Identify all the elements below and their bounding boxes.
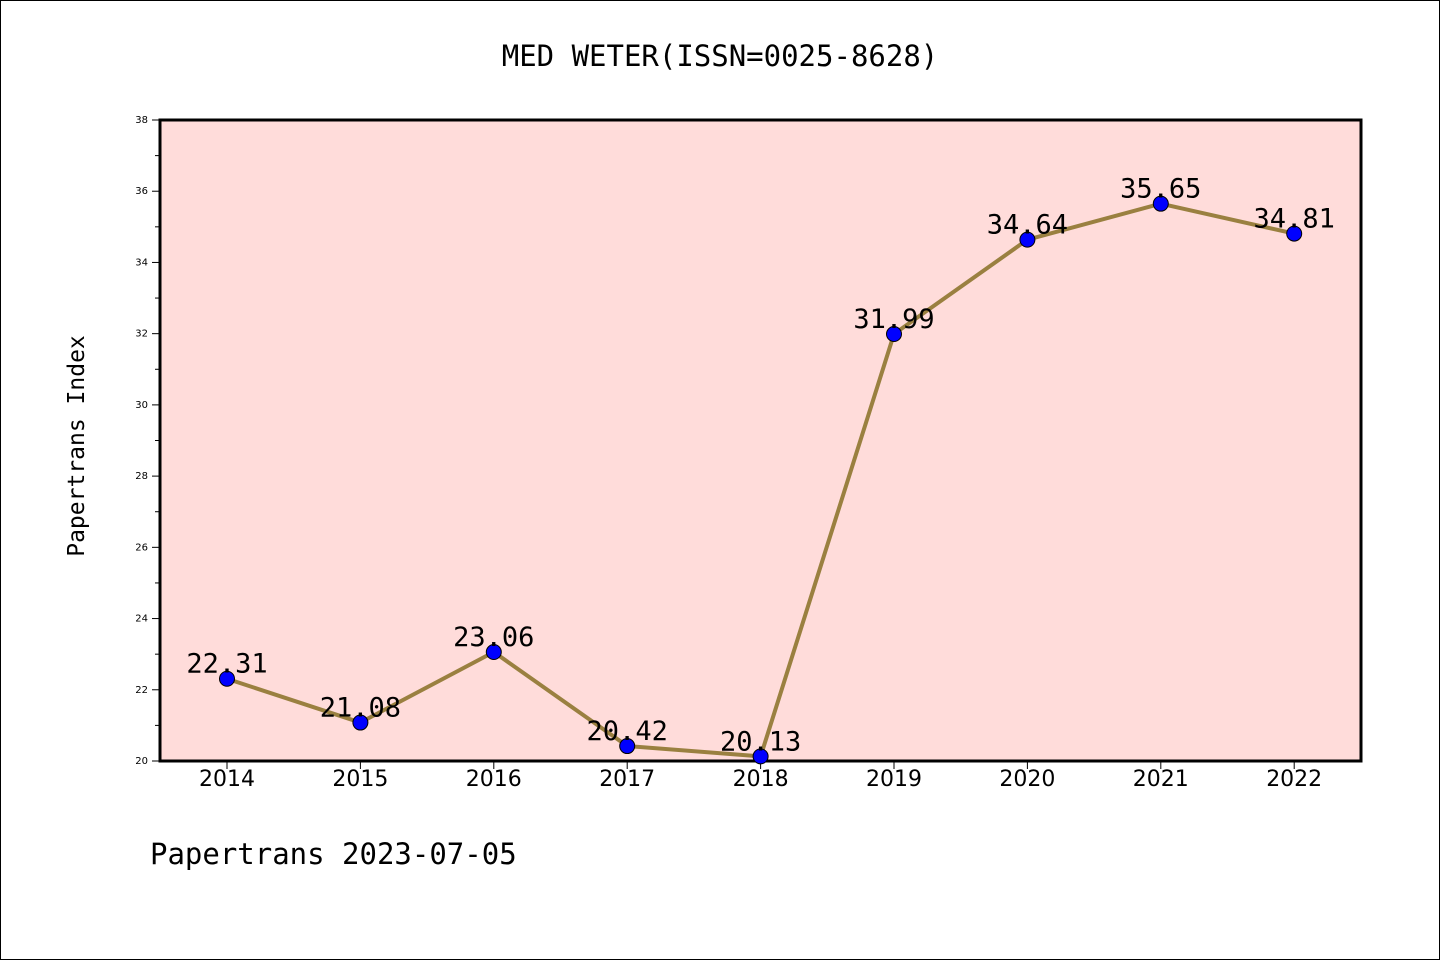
data-label: 31.99	[853, 304, 934, 335]
y-tick-label: 22	[135, 685, 148, 696]
data-point-marker	[1019, 231, 1036, 248]
data-point-marker	[352, 714, 369, 731]
x-tick-label: 2015	[332, 767, 388, 792]
footer-credit: Papertrans 2023-07-05	[150, 837, 517, 871]
x-tick-label: 2022	[1266, 767, 1322, 792]
y-tick-label: 24	[135, 614, 148, 625]
data-label: 20.13	[720, 726, 801, 757]
data-point-marker	[1286, 225, 1303, 242]
data-label: 22.31	[186, 649, 267, 680]
x-tick-label: 2018	[733, 767, 789, 792]
y-axis-label: Papertrans Index	[64, 335, 90, 557]
x-axis: 2014 2015 2016 2017 2018 2019 2020 2021 2022	[199, 761, 1322, 792]
y-tick-label: 28	[135, 471, 148, 482]
x-tick-label: 2020	[999, 767, 1055, 792]
data-point-marker	[485, 644, 502, 661]
data-point-marker	[219, 670, 235, 687]
y-tick-label: 26	[135, 542, 148, 553]
y-tick-label: 30	[135, 400, 148, 411]
plot-area	[158, 118, 1363, 763]
series-line: 22.31 21.08 23.06 20.42 20.13 31.99 34.64 35.65…	[186, 174, 1335, 765]
y-tick-label: 38	[135, 115, 148, 126]
data-point-marker	[1152, 195, 1169, 212]
data-label: 23.06	[453, 622, 534, 653]
y-tick-label: 32	[135, 329, 148, 340]
y-tick-label: 36	[135, 186, 148, 197]
data-label: 34.81	[1254, 204, 1335, 235]
chart-title: MED WETER(ISSN=0025-8628)	[502, 39, 939, 73]
x-tick-label: 2019	[866, 767, 922, 792]
y-tick-label: 20	[135, 756, 148, 767]
y-axis: 20 22 24 26 28 30 32 34 36 38	[135, 115, 160, 767]
x-tick-label: 2016	[466, 767, 522, 792]
x-tick-label: 2014	[199, 767, 255, 792]
data-label: 34.64	[987, 210, 1068, 241]
data-point-marker	[619, 738, 636, 755]
data-point-marker	[752, 748, 769, 765]
data-point-marker	[886, 326, 902, 343]
x-tick-label: 2021	[1133, 767, 1189, 792]
y-tick-label: 34	[135, 257, 148, 268]
x-tick-label: 2017	[599, 767, 655, 792]
data-label: 35.65	[1120, 174, 1201, 205]
data-label: 21.08	[320, 693, 401, 724]
data-label: 20.42	[587, 716, 668, 747]
